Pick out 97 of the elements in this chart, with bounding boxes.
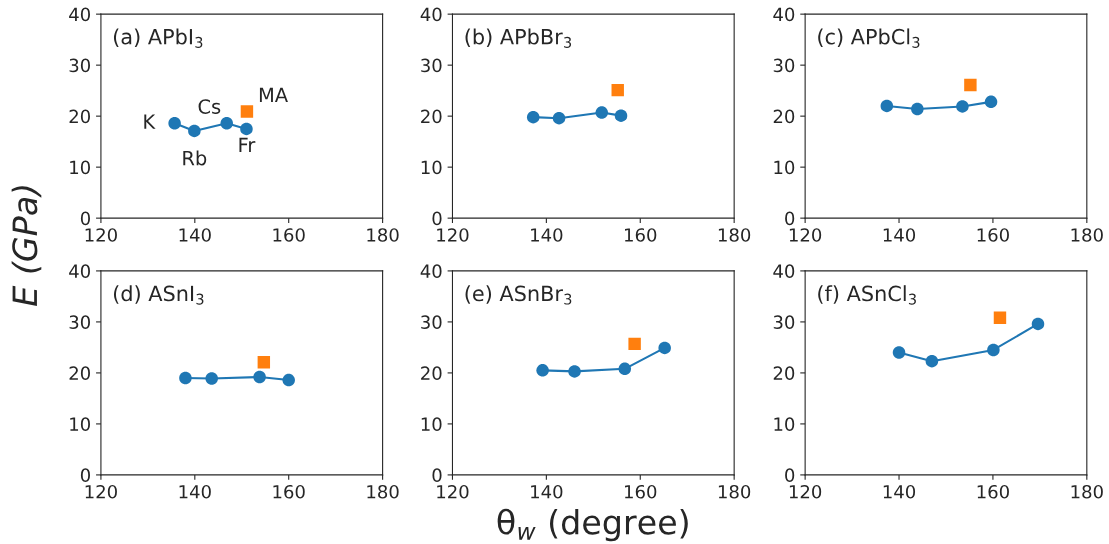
annotation: K: [144, 114, 156, 129]
y-tick-label: 40: [420, 7, 442, 22]
y-tick-label: 0: [785, 211, 795, 226]
y-tick-label: 10: [774, 160, 795, 175]
y-tick-label: 30: [421, 315, 442, 330]
y-tick-label: 30: [773, 58, 795, 73]
x-tick-label: 180: [367, 228, 399, 242]
point: [987, 343, 1000, 357]
y-tick-label: 10: [421, 160, 442, 175]
y-tick-label: 40: [69, 7, 90, 22]
point: [205, 372, 218, 385]
point: [240, 122, 253, 136]
x-tick-label: 160: [273, 228, 305, 242]
x-tick-label: 120: [437, 228, 469, 242]
y-tick-label: 20: [773, 109, 795, 124]
point: [892, 346, 906, 359]
annotation: Fr: [239, 137, 256, 152]
x-tick-label: 140: [179, 228, 211, 242]
y-tick-label: 20: [421, 109, 442, 124]
y-tick-label: 10: [421, 417, 442, 432]
y-tick-label: 40: [420, 264, 442, 279]
point: [984, 95, 998, 109]
y-tick-label: 0: [785, 468, 795, 483]
point: [964, 78, 977, 92]
y-tick-label: 30: [773, 315, 795, 330]
x-tick-label: 180: [367, 484, 399, 499]
x-tick-label: 140: [531, 228, 563, 242]
y-tick-label: 10: [70, 160, 90, 175]
text: (f) ASnCl$_{3}$: [818, 285, 916, 305]
x-tick-label: 120: [437, 484, 469, 499]
point: [614, 109, 628, 122]
y-tick-label: 20: [69, 366, 90, 381]
x-tick-label: 160: [977, 228, 1009, 242]
x-tick-label: 120: [789, 228, 822, 242]
text: (b) APbBr$_{3}$: [465, 28, 572, 48]
x-tick-label: 180: [1071, 484, 1103, 499]
x-tick-label: 140: [883, 228, 916, 242]
x-tick-label: 160: [625, 484, 657, 499]
y-tick-label: 30: [69, 315, 90, 330]
point: [925, 354, 939, 368]
point: [1031, 317, 1045, 331]
x-tick-label: 180: [718, 228, 751, 242]
y-tick-label: 40: [69, 264, 90, 279]
point: [257, 355, 271, 369]
point: [658, 341, 671, 355]
x-tick-label: 180: [1071, 228, 1103, 242]
text: (a) APbI$_{3}$: [113, 28, 203, 48]
y-tick-label: 30: [421, 58, 442, 73]
y-tick-label: 0: [432, 468, 442, 483]
point: [993, 311, 1007, 325]
point: [188, 124, 201, 138]
point: [568, 365, 581, 378]
y-axis-title: E (GPa): [11, 186, 42, 306]
y-tick-label: 40: [773, 7, 795, 22]
y-tick-label: 40: [773, 264, 795, 279]
point: [282, 373, 295, 387]
y-tick-label: 20: [773, 366, 795, 381]
y-tick-label: 0: [80, 468, 90, 483]
x-tick-label: 140: [179, 484, 211, 499]
annotation: Rb: [183, 150, 207, 166]
point: [628, 337, 641, 351]
y-tick-label: 10: [70, 417, 90, 432]
point: [168, 117, 181, 130]
x-tick-label: 140: [883, 484, 916, 499]
x-tick-label: 160: [273, 484, 305, 499]
y-tick-label: 10: [774, 417, 795, 432]
text: (d) ASnI$_{3}$: [113, 285, 204, 305]
point: [253, 370, 266, 384]
point: [618, 362, 632, 376]
point: [611, 83, 624, 97]
x-tick-label: 160: [625, 228, 657, 242]
x-axis-title: θ$_{w}$ (degree): [497, 508, 688, 542]
point: [911, 102, 924, 116]
point: [880, 99, 894, 113]
annotation: MA: [259, 87, 288, 102]
y-tick-label: 0: [80, 211, 90, 226]
y-tick-label: 20: [69, 109, 90, 124]
point: [536, 364, 549, 377]
point: [240, 105, 254, 118]
y-tick-label: 30: [69, 58, 90, 73]
y-tick-label: 0: [432, 211, 442, 226]
x-tick-label: 160: [977, 484, 1009, 499]
x-tick-label: 140: [531, 484, 563, 499]
annotation: Cs: [198, 99, 221, 114]
y-tick-label: 20: [421, 366, 442, 381]
x-tick-label: 180: [718, 484, 751, 499]
text: (c) APbCl$_{3}$: [818, 28, 920, 48]
point: [220, 117, 233, 130]
point: [595, 106, 609, 119]
x-tick-label: 120: [85, 228, 117, 242]
x-tick-label: 120: [85, 484, 117, 499]
x-tick-label: 120: [789, 484, 822, 499]
point: [552, 111, 566, 125]
point: [956, 100, 969, 113]
point: [179, 371, 192, 385]
text: (e) ASnBr$_{3}$: [465, 285, 572, 305]
point: [526, 110, 540, 124]
